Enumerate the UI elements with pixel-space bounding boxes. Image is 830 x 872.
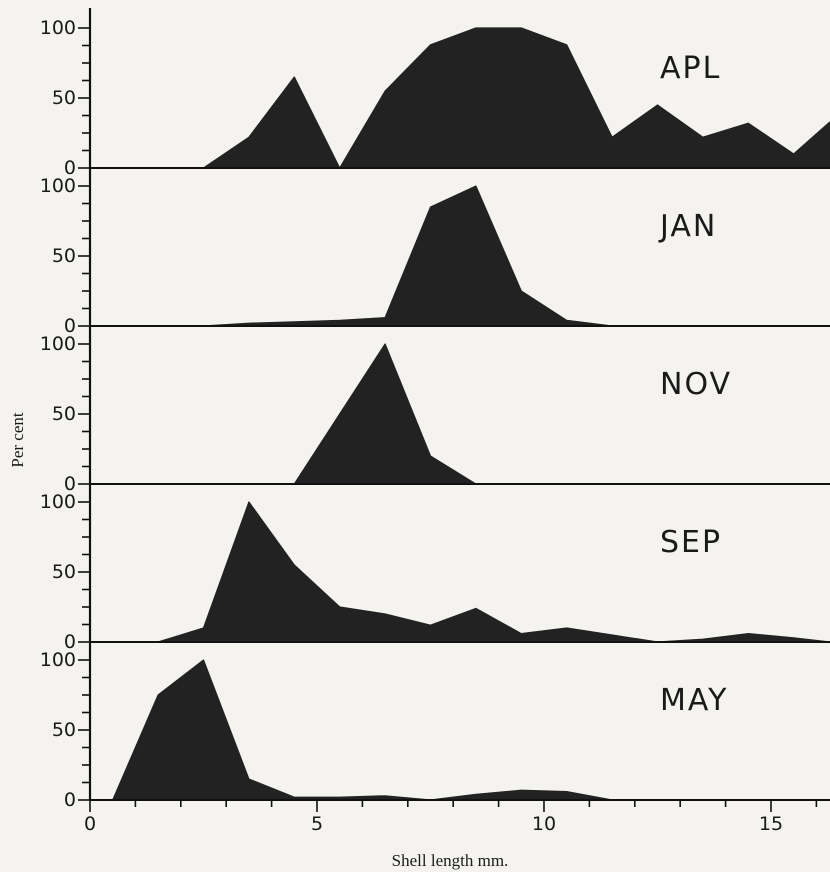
x-axis-title: Shell length mm. <box>392 851 509 870</box>
area-nov <box>293 343 477 485</box>
y-tick-label-jan-0: 0 <box>64 315 76 337</box>
y-tick-label-nov-50: 50 <box>52 403 76 425</box>
x-tick-label-0: 0 <box>84 813 96 835</box>
area-sep <box>157 501 830 643</box>
panel-label-sep: SEP <box>660 525 722 560</box>
area-jan <box>202 185 613 327</box>
y-tick-label-jan-100: 100 <box>40 175 76 197</box>
panel-label-nov: NOV <box>660 367 732 402</box>
y-tick-label-apl-50: 50 <box>52 87 76 109</box>
y-tick-label-nov-0: 0 <box>64 473 76 495</box>
x-tick-label-15: 15 <box>759 813 783 835</box>
y-tick-label-may-50: 50 <box>52 719 76 741</box>
y-tick-label-apl-0: 0 <box>64 157 76 179</box>
panel-label-jan: JAN <box>658 209 717 244</box>
y-tick-label-may-0: 0 <box>64 789 76 811</box>
panel-label-apl: APL <box>660 51 721 86</box>
y-tick-label-jan-50: 50 <box>52 245 76 267</box>
y-tick-label-apl-100: 100 <box>40 17 76 39</box>
panel-label-may: MAY <box>660 683 728 718</box>
x-tick-label-10: 10 <box>532 813 556 835</box>
y-tick-label-sep-0: 0 <box>64 631 76 653</box>
area-apl <box>202 27 830 169</box>
area-may <box>112 659 613 801</box>
y-tick-label-may-100: 100 <box>40 649 76 671</box>
y-axis-title: Per cent <box>8 412 27 468</box>
y-tick-label-sep-50: 50 <box>52 561 76 583</box>
y-tick-label-sep-100: 100 <box>40 491 76 513</box>
x-tick-label-5: 5 <box>311 813 323 835</box>
y-tick-label-nov-100: 100 <box>40 333 76 355</box>
